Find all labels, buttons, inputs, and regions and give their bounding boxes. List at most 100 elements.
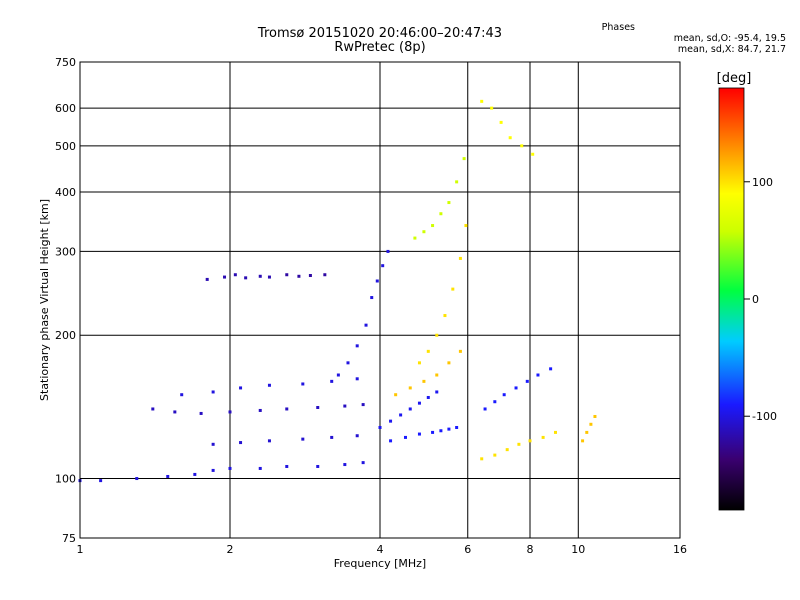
data-point [193,472,197,476]
data-point [316,406,320,410]
data-point [403,435,407,439]
data-point [375,279,379,283]
data-point [417,432,421,436]
data-point [435,390,439,394]
data-point [267,439,271,443]
data-point [233,273,237,277]
data-point [431,430,435,434]
y-tick-label: 75 [62,532,76,545]
data-point [180,393,184,397]
data-point [431,224,435,228]
y-tick-label: 300 [55,245,76,258]
data-point [228,466,232,470]
data-point [211,442,215,446]
data-point [285,273,289,277]
colorbar-label: [deg] [717,71,752,86]
data-point [541,435,545,439]
data-point [483,407,487,411]
data-point [355,434,359,438]
data-point [267,383,271,387]
data-point [258,274,262,278]
x-tick-labels: 1 2 4 6 8 10 16 [77,543,688,556]
colorbar-tick-label: 100 [752,176,773,189]
data-point [508,136,512,140]
data-point [593,414,597,418]
y-tick-label: 200 [55,329,76,342]
data-point [361,461,365,465]
data-point [364,323,368,327]
data-point [443,314,447,318]
data-point [490,106,494,110]
data-point [343,463,347,467]
data-point [361,403,365,407]
data-point [173,410,177,414]
x-tick-label: 16 [673,543,687,556]
data-point [239,441,243,445]
data-point [426,349,430,353]
data-point [447,361,451,365]
data-point [536,373,540,377]
data-point [520,144,524,148]
data-point [394,393,398,397]
data-point [458,256,462,260]
data-point [301,382,305,386]
colorbar [718,87,745,511]
data-point [211,390,215,394]
data-point [330,379,334,383]
data-point [316,464,320,468]
y-tick-label: 100 [55,473,76,486]
data-point [581,439,585,443]
data-point [417,361,421,365]
data-point [525,379,529,383]
data-point [166,474,170,478]
data-point [205,277,209,281]
y-tick-label: 400 [55,186,76,199]
y-tick-labels: 75 100 200 300 400 500 600 750 [55,56,76,545]
data-point [211,468,215,472]
data-point [99,479,103,483]
phase-stats-x: mean, sd,X: 84.7, 21.7 [678,44,786,55]
data-point [228,410,232,414]
data-point [285,407,289,411]
colorbar-tick-label: -100 [752,410,777,423]
data-point [514,386,518,390]
data-point [480,99,484,103]
data-point [355,377,359,381]
data-point [458,349,462,353]
data-point [447,427,451,431]
y-tick-label: 600 [55,102,76,115]
data-point [223,275,227,279]
data-point [389,419,393,423]
data-point [480,457,484,461]
x-tick-label: 8 [527,543,534,556]
data-point [408,386,412,390]
data-point [389,439,393,443]
data-point [399,413,403,417]
data-point [301,437,305,441]
data-point [439,429,443,433]
plot-frame [79,61,681,539]
data-point [297,274,301,278]
data-point [346,361,350,365]
data-point [422,379,426,383]
data-point [244,276,248,280]
chart-subtitle: RwPretec (8p) [334,40,426,55]
data-point [258,408,262,412]
phase-stats-x-values: 84.7, 21.7 [737,44,786,55]
data-point [258,466,262,470]
data-point [343,404,347,408]
data-point [323,273,327,277]
data-point [386,249,390,253]
data-point [151,407,155,411]
data-point [135,477,139,481]
data-point [435,333,439,337]
data-point [199,411,203,415]
data-point [439,212,443,216]
data-point [426,395,430,399]
data-point [413,236,417,240]
x-tick-label: 10 [571,543,585,556]
grid-lines [80,62,680,538]
data-point [408,407,412,411]
x-tick-label: 4 [377,543,384,556]
